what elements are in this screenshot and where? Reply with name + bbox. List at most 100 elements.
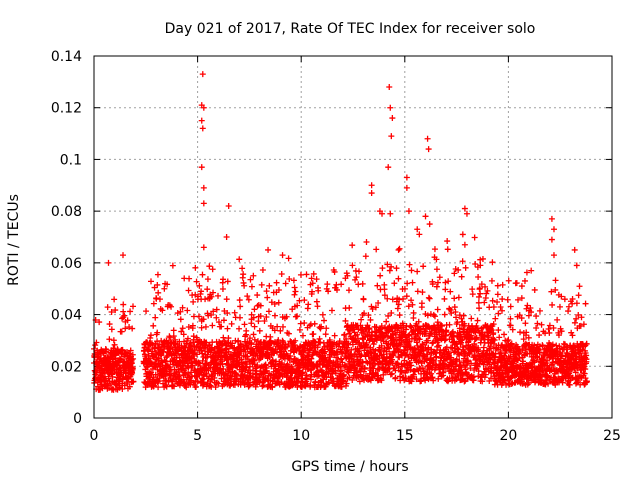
data-point [465, 357, 472, 364]
data-point [385, 312, 392, 319]
data-point [189, 322, 196, 329]
data-point [314, 344, 321, 351]
data-point [497, 378, 504, 385]
data-point [321, 317, 328, 324]
data-point [391, 280, 398, 287]
data-point [401, 285, 408, 292]
data-point [199, 357, 206, 364]
data-point [283, 372, 290, 379]
data-point [388, 133, 395, 140]
data-point [444, 238, 451, 245]
data-point [319, 311, 326, 318]
data-point [246, 335, 253, 342]
data-point [150, 300, 157, 307]
data-point [415, 318, 422, 325]
data-point [471, 340, 478, 347]
data-point [378, 377, 385, 384]
data-point [377, 272, 384, 279]
data-point [150, 322, 157, 329]
data-point [155, 289, 162, 296]
data-point [225, 202, 232, 209]
data-point [328, 307, 335, 314]
data-point [441, 295, 448, 302]
data-point [245, 296, 252, 303]
data-point [479, 378, 486, 385]
data-point [130, 355, 137, 362]
data-point [183, 384, 190, 391]
data-point [361, 310, 368, 317]
data-point [257, 302, 264, 309]
data-point [408, 297, 415, 304]
data-point [387, 210, 394, 217]
data-point [294, 313, 301, 320]
data-point [303, 271, 310, 278]
data-point [476, 285, 483, 292]
data-point [168, 303, 175, 310]
data-point [340, 371, 347, 378]
plot-frame [93, 55, 613, 419]
data-point [389, 296, 396, 303]
data-point [154, 281, 161, 288]
data-point [458, 339, 465, 346]
data-point [540, 367, 547, 374]
data-point [462, 264, 469, 271]
data-point [310, 270, 317, 277]
data-point [356, 268, 363, 275]
data-point [342, 363, 349, 370]
data-point [492, 315, 499, 322]
data-point [481, 299, 488, 306]
data-point [494, 298, 501, 305]
data-point [398, 368, 405, 375]
x-tick-label: 10 [292, 428, 310, 444]
data-point [147, 334, 154, 341]
data-point [395, 246, 402, 253]
data-point [127, 347, 134, 354]
data-point [475, 293, 482, 300]
x-axis-label: GPS time / hours [291, 459, 408, 475]
data-point [583, 341, 590, 348]
data-point [353, 338, 360, 345]
data-point [396, 296, 403, 303]
data-point [525, 334, 532, 341]
data-point [554, 316, 561, 323]
data-point [224, 325, 231, 332]
data-point [309, 288, 316, 295]
data-point [392, 367, 399, 374]
data-point [558, 328, 565, 335]
data-point [499, 307, 506, 314]
data-point [338, 383, 345, 390]
data-point [117, 357, 124, 364]
data-point [482, 371, 489, 378]
data-point [110, 356, 117, 363]
data-point [224, 278, 231, 285]
data-point [425, 146, 432, 153]
data-point [405, 303, 412, 310]
data-point [379, 265, 386, 272]
data-point [297, 271, 304, 278]
data-point [528, 267, 535, 274]
data-point [410, 314, 417, 321]
data-point [404, 280, 411, 287]
data-point [430, 311, 437, 318]
data-point [361, 364, 368, 371]
data-point [467, 365, 474, 372]
data-point [106, 321, 113, 328]
data-point [420, 263, 427, 270]
data-point [193, 383, 200, 390]
y-axis-label: ROTI / TECUs [6, 194, 22, 286]
data-point [220, 334, 227, 341]
data-point [494, 291, 501, 298]
data-point [323, 325, 330, 332]
data-point [378, 322, 385, 329]
data-point [164, 281, 171, 288]
data-point [392, 331, 399, 338]
data-point [474, 363, 481, 370]
data-point [256, 327, 263, 334]
data-point [373, 246, 380, 253]
data-point [429, 340, 436, 347]
data-point [508, 340, 515, 347]
data-point [177, 308, 184, 315]
data-point [301, 319, 308, 326]
data-point [341, 331, 348, 338]
